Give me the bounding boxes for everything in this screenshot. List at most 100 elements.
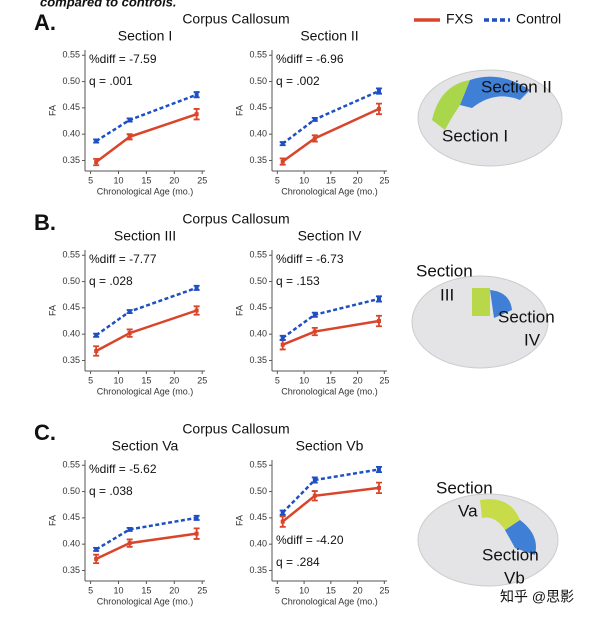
- y-tick-label: 0.45: [249, 302, 267, 312]
- watermark: 知乎 @思影: [500, 589, 574, 605]
- x-tick-label: 10: [299, 175, 309, 185]
- point: [194, 531, 199, 536]
- y-axis-label: FA: [47, 515, 57, 526]
- point: [194, 92, 199, 97]
- point: [94, 139, 99, 144]
- point: [194, 112, 199, 117]
- x-axis-label: Chronological Age (mo.): [281, 596, 378, 606]
- point: [312, 329, 317, 334]
- y-tick-label: 0.45: [62, 512, 80, 522]
- point: [376, 467, 381, 472]
- x-tick-label: 10: [299, 585, 309, 595]
- y-tick-label: 0.45: [62, 302, 80, 312]
- x-tick-label: 20: [169, 175, 179, 185]
- x-tick-label: 15: [141, 585, 151, 595]
- chart-title: Section II: [300, 28, 358, 44]
- point: [94, 556, 99, 561]
- brain-label: Section: [416, 261, 473, 280]
- point: [280, 335, 285, 340]
- y-tick-label: 0.40: [62, 539, 80, 549]
- brain-label: Section: [498, 307, 555, 326]
- y-tick-label: 0.40: [249, 539, 267, 549]
- chart-title: Section Va: [112, 438, 179, 454]
- point: [376, 89, 381, 94]
- chart-title: Section I: [118, 28, 172, 44]
- y-tick-label: 0.55: [249, 460, 267, 470]
- brain-b: [411, 275, 549, 369]
- x-tick-label: 20: [169, 585, 179, 595]
- annotation: q = .002: [276, 74, 320, 88]
- y-tick-label: 0.45: [249, 512, 267, 522]
- annotation: q = .284: [276, 555, 320, 569]
- chart-title: Section III: [114, 228, 176, 244]
- x-axis-label: Chronological Age (mo.): [97, 596, 194, 606]
- x-tick-label: 10: [299, 375, 309, 385]
- point: [194, 285, 199, 290]
- brain-c: [417, 493, 559, 587]
- point: [127, 331, 132, 336]
- point: [312, 477, 317, 482]
- point: [94, 349, 99, 354]
- x-tick-label: 10: [113, 585, 123, 595]
- point: [127, 541, 132, 546]
- panel-title: Corpus Callosum: [182, 211, 289, 227]
- y-tick-label: 0.40: [62, 129, 80, 139]
- legend-label: FXS: [446, 11, 473, 27]
- legend-label: Control: [516, 11, 561, 27]
- y-axis-label: FA: [234, 305, 244, 316]
- x-tick-label: 25: [197, 175, 207, 185]
- annotation: q = .001: [89, 74, 133, 88]
- annotation: %diff = -7.77: [89, 252, 157, 266]
- x-tick-label: 5: [275, 175, 280, 185]
- point: [127, 309, 132, 314]
- point: [194, 515, 199, 520]
- x-tick-label: 5: [88, 175, 93, 185]
- annotation: %diff = -7.59: [89, 52, 157, 66]
- x-tick-label: 5: [275, 585, 280, 595]
- y-tick-label: 0.55: [62, 50, 80, 60]
- y-tick-label: 0.55: [249, 50, 267, 60]
- annotation: q = .153: [276, 274, 320, 288]
- point: [312, 493, 317, 498]
- panel-letter: A.: [34, 10, 56, 35]
- brain-label: IV: [524, 330, 541, 349]
- x-tick-label: 20: [353, 375, 363, 385]
- y-tick-label: 0.45: [62, 102, 80, 112]
- y-tick-label: 0.40: [249, 329, 267, 339]
- y-tick-label: 0.35: [62, 355, 80, 365]
- y-tick-label: 0.35: [249, 355, 267, 365]
- annotation: %diff = -6.73: [276, 252, 344, 266]
- point: [94, 547, 99, 552]
- y-tick-label: 0.50: [249, 486, 267, 496]
- x-tick-label: 15: [141, 175, 151, 185]
- annotation: q = .038: [89, 484, 133, 498]
- x-tick-label: 20: [353, 585, 363, 595]
- y-axis-label: FA: [47, 305, 57, 316]
- point: [376, 106, 381, 111]
- point: [312, 136, 317, 141]
- brain-label: Section I: [442, 126, 508, 145]
- y-tick-label: 0.35: [62, 155, 80, 165]
- y-tick-label: 0.50: [249, 276, 267, 286]
- x-tick-label: 10: [113, 175, 123, 185]
- point: [376, 319, 381, 324]
- chart-title: Section Vb: [296, 438, 364, 454]
- y-tick-label: 0.45: [249, 102, 267, 112]
- y-tick-label: 0.55: [62, 460, 80, 470]
- x-tick-label: 10: [113, 375, 123, 385]
- y-tick-label: 0.35: [62, 565, 80, 575]
- x-tick-label: 25: [379, 585, 389, 595]
- point: [312, 312, 317, 317]
- x-axis-label: Chronological Age (mo.): [281, 186, 378, 196]
- point: [376, 296, 381, 301]
- x-tick-label: 20: [353, 175, 363, 185]
- point: [127, 117, 132, 122]
- y-tick-label: 0.55: [62, 250, 80, 260]
- point: [280, 141, 285, 146]
- brain-label: Va: [458, 501, 478, 520]
- panel-title: Corpus Callosum: [182, 421, 289, 437]
- point: [127, 134, 132, 139]
- x-tick-label: 5: [88, 375, 93, 385]
- y-tick-label: 0.50: [249, 76, 267, 86]
